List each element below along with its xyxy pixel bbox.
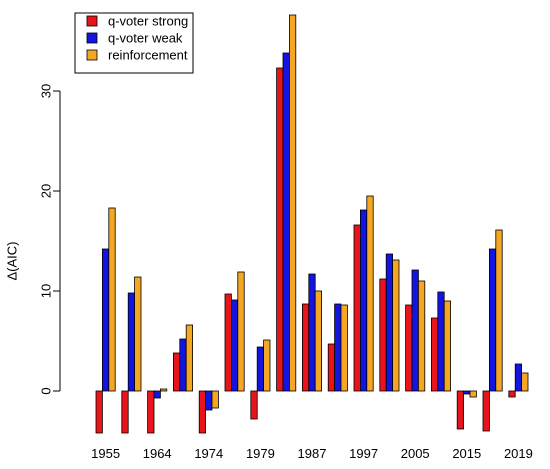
bar-q-voter-weak-1977 <box>230 299 239 392</box>
bar-q-voter-weak-1959 <box>127 292 135 392</box>
legend-swatch <box>86 49 98 61</box>
bar-q-voter-weak-1979 <box>256 346 265 392</box>
x-tick-label: 1979 <box>246 446 275 461</box>
bar-q-voter-weak-2015 <box>463 390 471 395</box>
bar-q-voter-strong-1964 <box>147 390 155 434</box>
bar-reinforcement-1983 <box>288 14 297 392</box>
legend-label: reinforcement <box>108 48 188 63</box>
bar-reinforcement-2019 <box>521 372 529 392</box>
legend-swatch <box>86 32 98 44</box>
bar-reinforcement-1977 <box>237 271 245 392</box>
bar-reinforcement-2017 <box>495 229 503 392</box>
bar-q-voter-weak-2010 <box>437 291 445 392</box>
x-tick-label: 1964 <box>143 446 172 461</box>
y-axis-label: Δ(AIC) <box>5 241 20 280</box>
bar-q-voter-strong-1987 <box>301 303 310 392</box>
y-axis: 0 10 20 30 <box>39 84 61 395</box>
bar-q-voter-strong-1977 <box>224 293 232 392</box>
bar-q-voter-strong-1979 <box>250 390 258 420</box>
bar-q-voter-strong-1955 <box>95 390 103 434</box>
y-tick-label: 10 <box>39 284 54 298</box>
bar-reinforcement-2005 <box>417 280 426 392</box>
bar-q-voter-weak-1964 <box>153 390 161 399</box>
bar-reinforcement-1997 <box>366 195 374 392</box>
bar-q-voter-strong-2019 <box>508 390 516 398</box>
bar-reinforcement-1964 <box>159 388 168 392</box>
bar-q-voter-strong-2010 <box>430 317 439 392</box>
x-tick-label: 1955 <box>91 446 120 461</box>
bar-reinforcement-1974 <box>211 390 219 409</box>
bar-q-voter-weak-1987 <box>308 273 316 392</box>
legend-label: q-voter weak <box>108 31 183 46</box>
bar-q-voter-weak-1966 <box>179 338 187 392</box>
y-tick-label: 0 <box>39 387 54 394</box>
legend: q-voter strong q-voter weak reinforcement <box>74 12 194 74</box>
y-tick-label: 30 <box>39 84 54 98</box>
bar-reinforcement-2010 <box>443 300 452 392</box>
x-axis: 1955 1964 1974 1979 1987 1997 2005 2015 2019 <box>91 446 533 461</box>
x-tick-label: 1974 <box>194 446 223 461</box>
bar-q-voter-strong-2001 <box>379 278 387 392</box>
bar-q-voter-weak-1992 <box>334 303 342 392</box>
bar-q-voter-weak-1955 <box>102 248 110 392</box>
bar-reinforcement-1979 <box>263 339 271 392</box>
legend-swatch <box>86 15 98 27</box>
bar-q-voter-strong-1983 <box>276 67 284 392</box>
bar-reinforcement-2015 <box>469 390 477 398</box>
bar-reinforcement-1955 <box>108 207 116 392</box>
x-tick-label: 2015 <box>452 446 481 461</box>
bar-reinforcement-1987 <box>314 290 323 392</box>
bar-q-voter-strong-1966 <box>172 352 181 392</box>
bar-q-voter-strong-1992 <box>327 343 336 392</box>
y-tick-label: 20 <box>39 184 54 198</box>
bar-q-voter-strong-1974 <box>198 390 206 434</box>
bar-reinforcement-1959 <box>134 276 142 392</box>
bar-q-voter-strong-1959 <box>121 390 129 434</box>
bar-q-voter-strong-2017 <box>482 390 490 432</box>
bar-q-voter-weak-1983 <box>282 52 290 392</box>
bar-q-voter-strong-1997 <box>353 224 361 392</box>
bar-q-voter-weak-2001 <box>385 253 394 392</box>
bars-group <box>95 14 529 434</box>
legend-label: q-voter strong <box>108 14 188 29</box>
x-tick-label: 1987 <box>298 446 327 461</box>
bar-q-voter-strong-2005 <box>405 304 413 392</box>
x-tick-label: 2019 <box>504 446 533 461</box>
bar-reinforcement-2001 <box>392 259 400 392</box>
bar-reinforcement-1966 <box>185 324 193 392</box>
bar-q-voter-weak-1997 <box>359 209 368 392</box>
bar-q-voter-weak-2019 <box>514 363 523 392</box>
bar-reinforcement-1992 <box>340 304 348 392</box>
bar-q-voter-strong-2015 <box>456 390 465 430</box>
bar-q-voter-weak-2017 <box>488 248 497 392</box>
x-tick-label: 2005 <box>401 446 430 461</box>
bar-q-voter-weak-1974 <box>205 390 213 411</box>
x-tick-label: 1997 <box>349 446 378 461</box>
bar-q-voter-weak-2005 <box>411 269 419 392</box>
